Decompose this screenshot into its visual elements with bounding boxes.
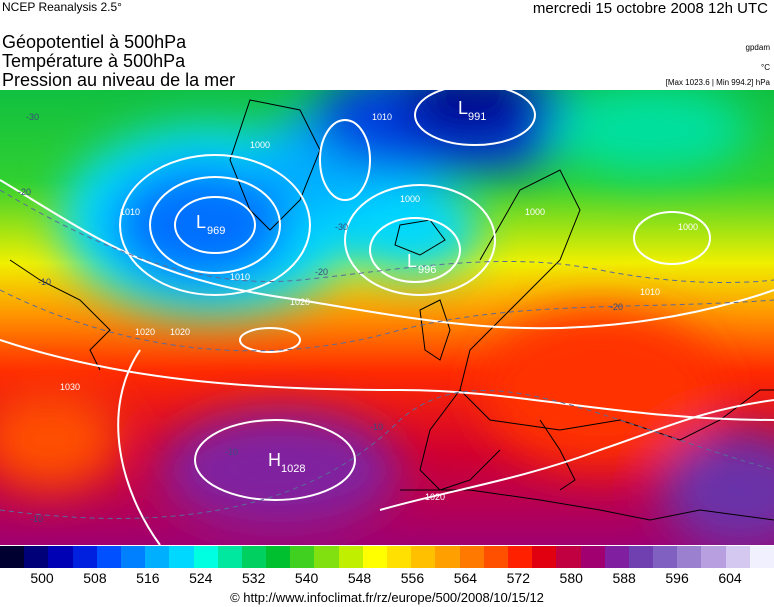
color-swatch: [24, 546, 49, 568]
isobar-label: 1020: [170, 327, 190, 337]
color-swatch: [314, 546, 339, 568]
isotherm-label: -20: [18, 187, 31, 197]
color-swatch: [338, 546, 363, 568]
low-value: 991: [468, 111, 486, 123]
color-swatch: [628, 546, 654, 568]
isotherm-labels: -30 -20 -10 -30 -20 -10 -20 -10 -10: [18, 112, 623, 524]
date-time-label: mercredi 15 octobre 2008 12h UTC: [532, 0, 768, 17]
color-scale: [0, 546, 774, 568]
isobar-label: 1010: [640, 287, 660, 297]
pressure-center-labels: L 969 L 991 L 996 H 1028: [196, 98, 486, 475]
color-swatch: [483, 546, 508, 568]
title-geopotential: Géopotentiel à 500hPa: [2, 32, 187, 52]
isotherm-label: -10: [370, 422, 383, 432]
color-swatch: [459, 546, 484, 568]
isobar-label: 1010: [230, 272, 250, 282]
color-swatch: [120, 546, 146, 568]
isotherm-label: -30: [26, 112, 39, 122]
color-swatch: [145, 546, 170, 568]
color-swatch: [362, 546, 387, 568]
isobar-label: 1000: [400, 194, 420, 204]
isotherm-label: -10: [38, 277, 51, 287]
color-swatch: [604, 546, 629, 568]
isotherm-label: -20: [610, 302, 623, 312]
color-swatch: [556, 546, 581, 568]
color-swatch: [290, 546, 315, 568]
color-scale-tick-label: 564: [453, 570, 478, 586]
color-swatch: [653, 546, 678, 568]
isobar-label: 1000: [250, 140, 270, 150]
title-temperature: Température à 500hPa: [2, 51, 186, 71]
color-swatch: [387, 546, 412, 568]
color-swatch: [411, 546, 436, 568]
color-swatch: [701, 546, 726, 568]
isobar-labels: 1000 1010 1020 1030 1000 1010 1020 1000 …: [60, 112, 698, 502]
isotherm-label: -30: [335, 222, 348, 232]
isobar-label: 1030: [60, 382, 80, 392]
color-swatch: [725, 546, 750, 568]
isotherm-label: -10: [30, 514, 43, 524]
color-scale-tick-label: 596: [665, 570, 689, 586]
color-swatch: [749, 546, 774, 568]
low-marker: L: [407, 251, 417, 271]
source-label: NCEP Reanalysis 2.5°: [2, 0, 122, 14]
low-value: 996: [418, 264, 436, 276]
color-swatch: [96, 546, 121, 568]
unit-pressure-range: [Max 1023.6 | Min 994.2] hPa: [665, 78, 770, 87]
color-scale-tick-label: 524: [189, 570, 213, 586]
credit-url[interactable]: © http://www.infoclimat.fr/rz/europe/500…: [230, 590, 544, 605]
color-swatch: [507, 546, 533, 568]
color-scale-tick-label: 604: [718, 570, 742, 586]
color-swatch: [72, 546, 97, 568]
coastlines: [9, 99, 774, 521]
isobar-label: 1010: [372, 112, 392, 122]
isobar-label: 1020: [290, 297, 310, 307]
title-pressure: Pression au niveau de la mer: [2, 70, 236, 90]
high-marker: H: [268, 450, 281, 470]
color-swatch: [217, 546, 242, 568]
color-scale-tick-label: 532: [242, 570, 266, 586]
isotherm-label: -10: [225, 447, 238, 457]
isobar-label: 1010: [120, 207, 140, 217]
color-swatch: [241, 546, 267, 568]
color-scale-tick-label: 572: [506, 570, 530, 586]
isobar-label: 1000: [678, 222, 698, 232]
color-swatch: [48, 546, 73, 568]
color-swatch: [266, 546, 291, 568]
low-marker: L: [458, 98, 468, 118]
isobars: [0, 90, 774, 545]
color-scale-ticks: 500 508 516 524 532 540 548 556 564 572 580 588 596 6…: [0, 570, 774, 588]
color-scale-tick-label: 548: [347, 570, 372, 586]
low-marker: L: [196, 212, 206, 232]
color-swatch: [532, 546, 557, 568]
color-scale-tick-label: 508: [83, 570, 107, 586]
temperature-isotherms: [0, 189, 774, 519]
low-value: 969: [207, 225, 225, 237]
high-value: 1028: [281, 463, 305, 475]
color-scale-tick-label: 540: [294, 570, 319, 586]
isobar-label: 1020: [425, 492, 445, 502]
unit-gpdam: gpdam: [745, 43, 770, 52]
color-scale-tick-label: 516: [136, 570, 160, 586]
color-swatch: [193, 546, 218, 568]
color-scale-tick-label: 556: [400, 570, 425, 586]
weather-map: L 969 L 991 L 996 H 1028 1000 1010 1020 …: [0, 90, 774, 545]
color-swatch: [435, 546, 460, 568]
color-swatch: [677, 546, 702, 568]
color-swatch: [169, 546, 194, 568]
isobar-label: 1020: [135, 327, 155, 337]
color-scale-tick-label: 580: [559, 570, 583, 586]
color-scale-tick-label: 500: [30, 570, 54, 586]
isotherm-label: -20: [315, 267, 328, 277]
geopotential-field: [0, 90, 774, 545]
color-swatch: [580, 546, 605, 568]
color-scale-tick-label: 588: [612, 570, 636, 586]
isobar-label: 1000: [525, 207, 545, 217]
color-swatch: [0, 546, 25, 568]
unit-celsius: °C: [761, 63, 770, 72]
